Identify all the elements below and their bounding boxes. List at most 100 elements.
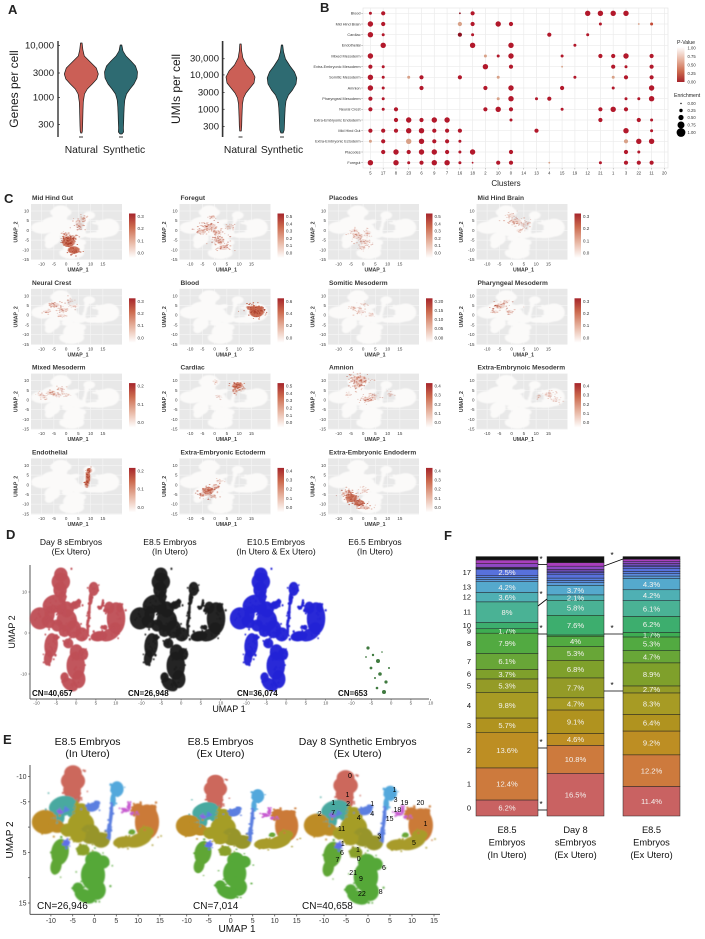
svg-text:0: 0	[26, 228, 29, 233]
svg-text:Somitic Mesoderm: Somitic Mesoderm	[329, 76, 360, 80]
svg-text:15: 15	[397, 431, 403, 436]
svg-text:Day 8 Synthetic Embryos: Day 8 Synthetic Embryos	[299, 736, 417, 748]
svg-text:Extra-Embryonic Ectoderm: Extra-Embryonic Ectoderm	[315, 140, 360, 144]
svg-text:16: 16	[458, 171, 463, 176]
svg-text:9.1%: 9.1%	[567, 717, 585, 726]
svg-text:-10: -10	[187, 516, 194, 521]
svg-text:8%: 8%	[502, 608, 513, 617]
svg-text:0.5: 0.5	[286, 384, 293, 389]
svg-text:-10: -10	[22, 502, 29, 507]
svg-text:-5: -5	[173, 407, 177, 412]
svg-text:5: 5	[226, 262, 229, 267]
svg-text:7.6%: 7.6%	[567, 621, 585, 630]
svg-text:Natural: Natural	[224, 145, 257, 156]
svg-text:0: 0	[510, 346, 513, 351]
svg-text:Mid Hind Gut: Mid Hind Gut	[32, 195, 74, 202]
svg-text:10: 10	[172, 209, 178, 214]
svg-text:0.3: 0.3	[583, 393, 590, 398]
svg-text:5: 5	[77, 262, 80, 267]
svg-text:10: 10	[385, 346, 391, 351]
svg-text:-10: -10	[187, 346, 194, 351]
svg-text:0.4: 0.4	[435, 221, 442, 226]
svg-text:0: 0	[65, 262, 68, 267]
svg-text:E8.5 Embryos: E8.5 Embryos	[143, 537, 196, 547]
svg-text:-10: -10	[38, 346, 45, 351]
svg-text:5: 5	[410, 701, 413, 706]
svg-text:1: 1	[356, 847, 360, 854]
svg-text:0.1: 0.1	[138, 323, 145, 328]
svg-text:2.1%: 2.1%	[567, 593, 585, 602]
svg-text:0.3: 0.3	[583, 214, 590, 219]
svg-text:Mid Hind Gut: Mid Hind Gut	[338, 129, 361, 133]
svg-text:10: 10	[385, 262, 391, 267]
svg-text:5: 5	[77, 516, 80, 521]
svg-text:0.2: 0.2	[286, 406, 293, 411]
svg-text:5: 5	[305, 701, 308, 706]
svg-text:-10: -10	[187, 262, 194, 267]
svg-text:0: 0	[285, 701, 288, 706]
svg-text:0.4: 0.4	[286, 391, 293, 396]
svg-text:6.4%: 6.4%	[643, 718, 661, 727]
svg-text:15: 15	[430, 918, 438, 925]
svg-text:10: 10	[172, 463, 178, 468]
svg-text:-10: -10	[182, 918, 192, 925]
svg-text:UMAP_1: UMAP_1	[364, 268, 385, 274]
svg-text:11: 11	[649, 171, 654, 176]
svg-text:Blood: Blood	[351, 12, 361, 16]
svg-text:UMIs per cell: UMIs per cell	[169, 54, 183, 124]
svg-text:0.3: 0.3	[435, 229, 442, 234]
svg-text:3000: 3000	[33, 68, 54, 79]
svg-text:4: 4	[548, 171, 551, 176]
svg-text:-5: -5	[200, 262, 204, 267]
svg-text:0.00: 0.00	[435, 335, 444, 340]
svg-text:6.2%: 6.2%	[643, 620, 661, 629]
svg-text:15: 15	[546, 431, 552, 436]
svg-text:C: C	[4, 191, 14, 206]
svg-text:-10: -10	[348, 701, 355, 706]
svg-text:0: 0	[323, 228, 326, 233]
svg-text:-10: -10	[319, 417, 326, 422]
svg-text:0.2: 0.2	[138, 384, 145, 389]
svg-text:0.0: 0.0	[435, 251, 442, 256]
svg-text:Blood: Blood	[181, 280, 200, 287]
svg-text:0.5: 0.5	[435, 214, 442, 219]
svg-text:0: 0	[390, 701, 393, 706]
svg-text:-10: -10	[38, 431, 45, 436]
svg-text:0.15: 0.15	[435, 308, 444, 313]
svg-text:-10: -10	[38, 516, 45, 521]
svg-text:5: 5	[323, 473, 326, 478]
svg-text:9.8%: 9.8%	[498, 701, 516, 710]
svg-text:0.50: 0.50	[688, 63, 697, 68]
svg-text:-15: -15	[171, 342, 178, 347]
svg-text:0.4: 0.4	[435, 468, 442, 473]
svg-text:0: 0	[362, 262, 365, 267]
svg-text:(Ex Utero): (Ex Utero)	[52, 547, 91, 557]
svg-text:10: 10	[534, 346, 540, 351]
svg-text:10: 10	[469, 293, 475, 298]
svg-text:UMAP_2: UMAP_2	[311, 391, 317, 412]
svg-text:5: 5	[77, 346, 80, 351]
svg-text:A: A	[8, 2, 18, 17]
svg-text:21: 21	[349, 870, 357, 877]
svg-text:10: 10	[321, 209, 327, 214]
svg-text:5: 5	[175, 218, 178, 223]
svg-text:5.3%: 5.3%	[498, 681, 516, 690]
svg-text:E10.5 Embryos: E10.5 Embryos	[247, 537, 305, 547]
svg-text:0.25: 0.25	[688, 108, 697, 113]
svg-text:0.1: 0.1	[138, 487, 145, 492]
svg-text:5.7%: 5.7%	[498, 721, 516, 730]
svg-text:0: 0	[323, 482, 326, 487]
svg-text:12: 12	[585, 171, 590, 176]
svg-text:0.1: 0.1	[286, 496, 293, 501]
svg-text:8.9%: 8.9%	[643, 670, 661, 679]
svg-text:0.1: 0.1	[286, 413, 293, 418]
svg-text:Neural Crest: Neural Crest	[32, 280, 72, 287]
svg-text:4.2%: 4.2%	[498, 583, 516, 592]
svg-text:-5: -5	[25, 492, 29, 497]
svg-text:-10: -10	[319, 332, 326, 337]
svg-text:10: 10	[534, 431, 540, 436]
svg-text:10: 10	[218, 701, 224, 706]
svg-text:2.7%: 2.7%	[643, 685, 661, 694]
svg-text:0.1: 0.1	[583, 323, 590, 328]
svg-text:5: 5	[374, 346, 377, 351]
